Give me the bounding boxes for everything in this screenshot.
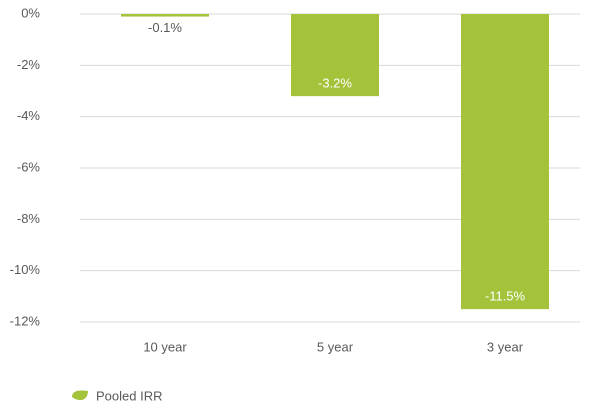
data-label: -3.2% <box>318 76 352 91</box>
y-tick-label: -12% <box>10 313 41 328</box>
data-label: -11.5% <box>485 289 526 304</box>
x-tick-label: 3 year <box>487 339 524 354</box>
y-tick-label: -4% <box>17 108 41 123</box>
y-tick-label: 0% <box>21 5 40 20</box>
data-label: -0.1% <box>148 20 182 35</box>
y-tick-label: -8% <box>17 211 41 226</box>
y-tick-label: -2% <box>17 57 41 72</box>
x-tick-label: 10 year <box>143 339 187 354</box>
legend-marker <box>72 390 88 401</box>
bar <box>121 14 209 17</box>
y-tick-label: -6% <box>17 159 41 174</box>
bar <box>461 14 549 310</box>
x-tick-label: 5 year <box>317 339 354 354</box>
legend-label: Pooled IRR <box>96 388 162 403</box>
bar <box>291 14 379 97</box>
y-tick-label: -10% <box>10 262 41 277</box>
